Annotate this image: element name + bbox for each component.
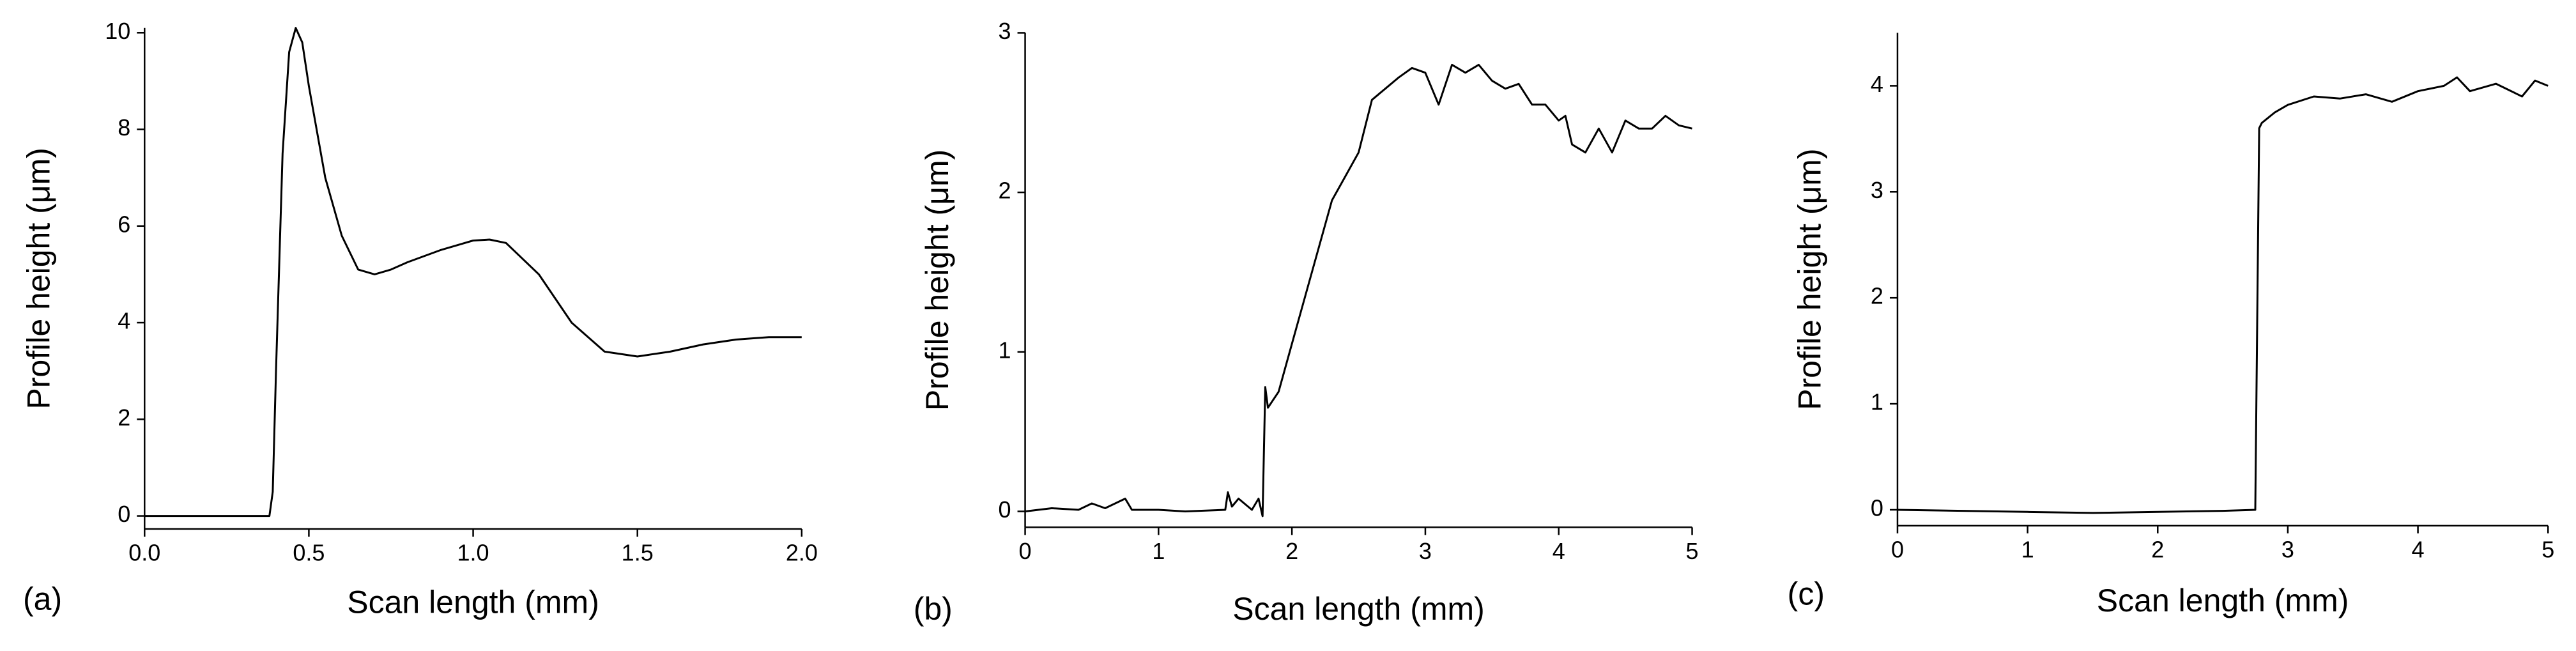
x-tick-label: 3 [2281,536,2294,562]
panel-label: (c) [1788,576,1825,612]
y-tick-label: 3 [1871,177,1883,203]
y-tick-label: 1 [999,337,1011,363]
y-tick-label: 1 [1871,389,1883,415]
x-tick-label: 4 [1552,538,1565,564]
y-tick-label: 4 [118,308,130,334]
y-tick-label: 2 [1871,283,1883,309]
panel-label: (b) [914,591,953,627]
x-tick-label: 0 [1019,538,1032,564]
data-line [1897,76,2549,514]
x-tick-label: 4 [2412,536,2425,562]
x-tick-label: 1 [1152,538,1165,564]
x-tick-label: 3 [1419,538,1432,564]
y-tick-label: 10 [105,18,130,44]
y-tick-label: 8 [118,114,130,141]
y-tick-label: 0 [1871,494,1883,521]
x-axis-title: Scan length (mm) [347,584,599,620]
y-tick-label: 2 [999,178,1011,204]
x-tick-label: 5 [2542,536,2554,562]
y-tick-label: 6 [118,211,130,237]
panel-label: (a) [23,581,62,617]
x-tick-label: 2 [1285,538,1298,564]
x-tick-label: 5 [1686,538,1699,564]
data-line [1025,63,1692,517]
y-tick-label: 2 [118,404,130,431]
x-tick-label: 0.5 [293,540,325,566]
x-tick-label: 1.5 [622,540,654,566]
y-tick-label: 3 [999,18,1011,44]
y-tick-label: 0 [118,501,130,527]
y-tick-label: 0 [999,496,1011,523]
y-axis-title: Profile height (μm) [919,149,955,411]
x-tick-label: 0.0 [128,540,160,566]
x-axis-title: Scan length (mm) [2097,583,2349,618]
x-tick-label: 0 [1891,536,1904,562]
y-axis-title: Profile height (μm) [20,148,56,410]
data-line [144,27,802,517]
x-tick-label: 2.0 [786,540,818,566]
y-axis-title: Profile height (μm) [1791,148,1827,410]
x-tick-label: 1 [2021,536,2034,562]
x-axis-title: Scan length (mm) [1232,591,1485,627]
x-tick-label: 2 [2151,536,2164,562]
x-tick-label: 1.0 [457,540,489,566]
y-tick-label: 4 [1871,71,1883,97]
